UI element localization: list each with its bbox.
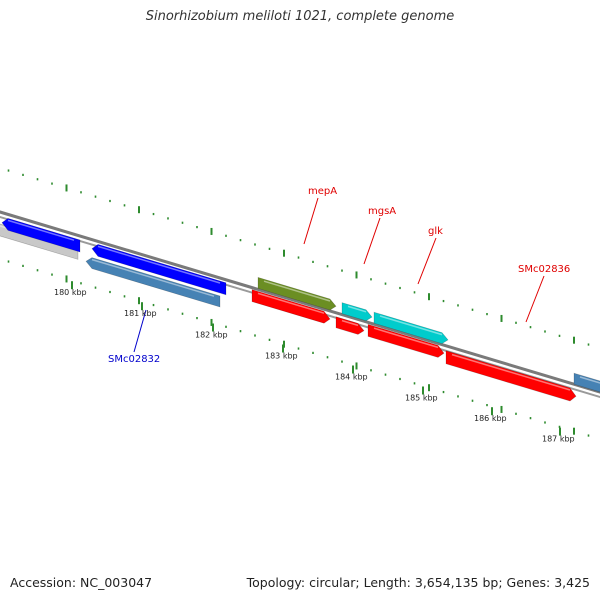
feature-red-3	[367, 323, 445, 358]
feature-blue-1	[1, 218, 81, 253]
gene-label-mepa: mepA	[308, 186, 337, 197]
scale-label: 184 kbp	[335, 373, 368, 382]
feature-red-1	[251, 289, 331, 324]
gene-features	[0, 218, 600, 402]
gene-label-mgsa: mgsA	[368, 206, 396, 217]
scale-label: 186 kbp	[474, 414, 507, 423]
connector-glk	[417, 237, 437, 285]
scale-label: 181 kbp	[124, 309, 157, 318]
backbone-line-upper	[0, 210, 600, 394]
feature-red-4	[445, 350, 577, 402]
tick-marks	[7, 169, 590, 437]
connector-smc02832	[133, 309, 147, 353]
gene-labels: mepA mgsA glk SMc02836 SMc02832	[108, 186, 570, 365]
gene-label-smc02836: SMc02836	[518, 264, 570, 275]
label-connectors	[133, 197, 545, 353]
connector-mepa	[303, 197, 319, 245]
scale-label: 183 kbp	[265, 352, 298, 361]
topology-info: Topology: circular; Length: 3,654,135 bp…	[246, 575, 590, 590]
connector-mgsa	[363, 217, 381, 265]
scale-labels: 180 kbp 181 kbp 182 kbp 183 kbp 184 kbp 185 k…	[54, 281, 575, 444]
feature-olive	[257, 276, 337, 311]
feature-blue-2	[91, 244, 227, 296]
feature-steelblue-2	[573, 372, 600, 393]
feature-steelblue	[85, 257, 221, 308]
feature-cyan-1	[341, 302, 373, 322]
feature-cyan-2	[373, 311, 449, 344]
gene-label-glk: glk	[428, 226, 443, 237]
scale-label: 187 kbp	[542, 435, 575, 444]
scale-label: 182 kbp	[195, 331, 228, 340]
map-title: Sinorhizobium meliloti 1021, complete ge…	[145, 9, 455, 24]
scale-label: 180 kbp	[54, 288, 87, 297]
gene-label-smc02832: SMc02832	[108, 354, 160, 365]
accession-text: Accession: NC_003047	[10, 575, 153, 590]
feature-red-2	[335, 316, 365, 335]
scale-label: 185 kbp	[405, 394, 438, 403]
connector-smc02836	[525, 275, 545, 323]
